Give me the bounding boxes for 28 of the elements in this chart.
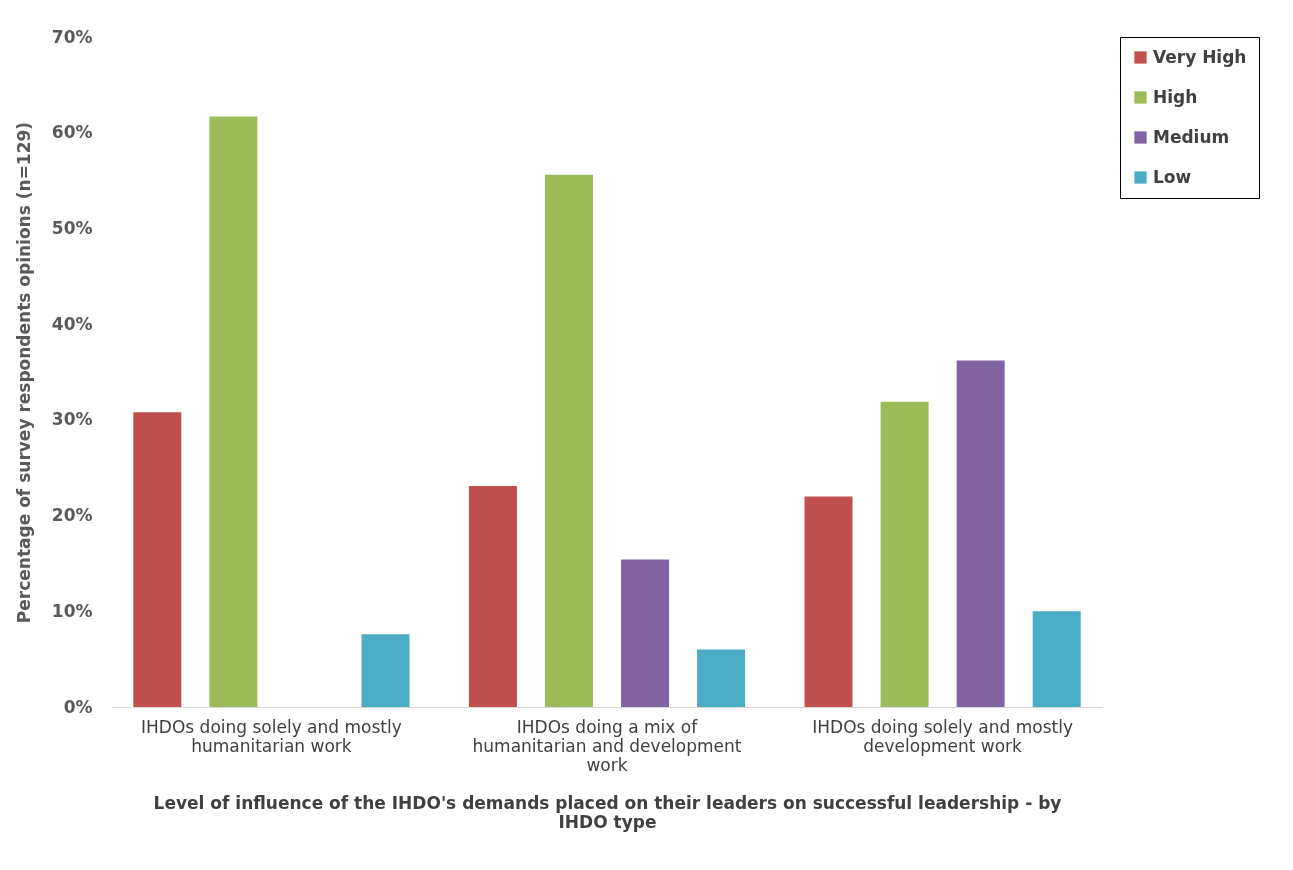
legend-label: High bbox=[1153, 86, 1198, 107]
bar bbox=[804, 496, 853, 707]
bar bbox=[468, 485, 517, 707]
x-axis-title: Level of influence of the IHDO's demands placed on their leaders on successful leadership - by IHDO type bbox=[153, 792, 1062, 832]
y-tick-label: 10% bbox=[51, 600, 93, 621]
y-tick-label: 70% bbox=[51, 26, 93, 47]
x-tick-label: IHDOs doing solely and mostly humanitarian work bbox=[141, 716, 402, 756]
y-tick-label: 30% bbox=[51, 409, 93, 430]
bar bbox=[880, 401, 929, 707]
bar bbox=[621, 559, 670, 707]
bar bbox=[209, 116, 258, 707]
bar bbox=[361, 634, 410, 707]
bar bbox=[1032, 611, 1081, 707]
bar bbox=[697, 649, 746, 707]
bar bbox=[956, 360, 1005, 707]
y-tick-label: 40% bbox=[51, 313, 93, 334]
legend-label: Medium bbox=[1153, 126, 1230, 147]
legend-label: Very High bbox=[1153, 46, 1247, 67]
bar bbox=[544, 174, 593, 707]
y-tick-label: 50% bbox=[51, 217, 93, 238]
y-tick-label: 60% bbox=[51, 122, 93, 143]
bar bbox=[133, 412, 182, 707]
legend-label: Low bbox=[1153, 166, 1192, 187]
y-axis-title: Percentage of survey respondents opinions (n=129) bbox=[13, 121, 34, 624]
x-tick-label: IHDOs doing solely and mostly development work bbox=[812, 716, 1073, 756]
x-tick-label: IHDOs doing a mix of humanitarian and development work bbox=[472, 716, 742, 775]
y-tick-label: 0% bbox=[63, 696, 93, 717]
y-tick-label: 20% bbox=[51, 505, 93, 526]
